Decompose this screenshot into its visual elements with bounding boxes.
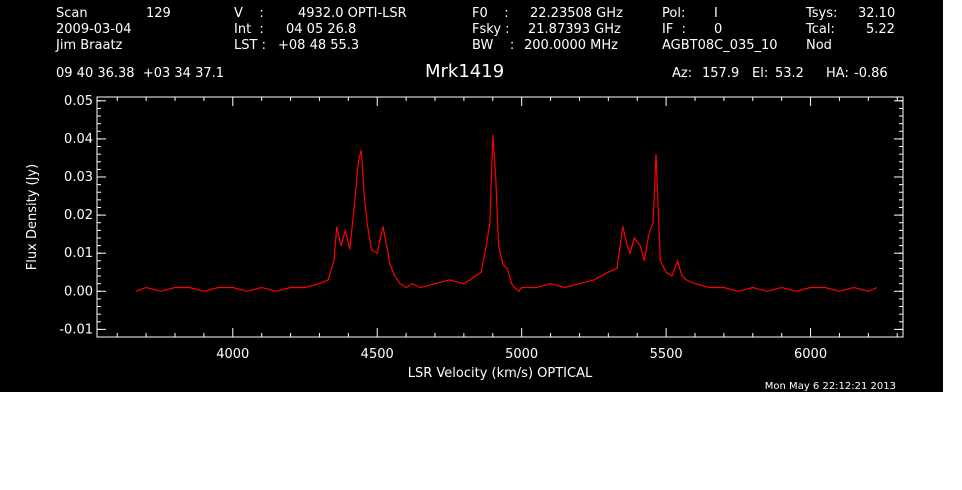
velocity-value: 4932.0 OPTI-LSR: [298, 6, 407, 21]
footer-timestamp: Mon May 6 22:12:21 2013: [765, 381, 896, 392]
source-coordinates: 09 40 36.38 +03 34 37.1: [56, 66, 225, 81]
tick-marks: [97, 97, 903, 337]
f0-value: 22.23508 GHz: [530, 6, 623, 21]
integration-label: Int :: [234, 22, 264, 37]
observation-date: 2009-03-04: [56, 22, 132, 37]
series-layer: [135, 135, 878, 293]
elevation-value: 53.2: [775, 66, 804, 81]
plot-panel: Scan 129 2009-03-04 Jim Braatz V : 4932.…: [0, 0, 943, 392]
plot-frame: [96, 96, 904, 338]
y-tick-label: 0.00: [64, 284, 93, 299]
y-tick-label: 0.01: [64, 246, 93, 261]
y-tick-labels: -0.01 0.00 0.01 0.02 0.03 0.04 0.05: [59, 94, 93, 338]
fsky-value: 21.87393 GHz: [528, 22, 621, 37]
azimuth-value: 157.9: [702, 66, 740, 81]
x-tick-label: 5500: [650, 347, 683, 362]
azimuth-label: Az:: [672, 66, 693, 81]
x-tick-label: 6000: [794, 347, 827, 362]
tsys-value: 32.10: [858, 6, 896, 21]
x-tick-label: 4500: [361, 347, 394, 362]
polarization-value: I: [714, 6, 718, 21]
y-tick-label: 0.02: [64, 208, 93, 223]
hour-angle-value: -0.86: [854, 66, 888, 81]
observer-name: Jim Braatz: [56, 38, 123, 53]
tcal-value: 5.22: [866, 22, 895, 37]
y-tick-label: 0.04: [64, 132, 93, 147]
y-axis-label: Flux Density (Jy): [25, 164, 40, 270]
elevation-label: El:: [752, 66, 769, 81]
project-id: AGBT08C_035_10: [662, 38, 778, 53]
if-value: 0: [714, 22, 723, 37]
scan-value: 129: [146, 6, 171, 21]
scan-label: Scan: [56, 6, 88, 21]
procedure-name: Nod: [806, 38, 832, 53]
tsys-label: Tsys:: [806, 6, 838, 21]
source-name: Mrk1419: [425, 61, 505, 82]
f0-label: F0 :: [472, 6, 509, 21]
if-label: IF :: [662, 22, 686, 37]
polarization-label: Pol:: [662, 6, 686, 21]
fsky-label: Fsky :: [472, 22, 510, 37]
y-tick-label: 0.03: [64, 170, 93, 185]
y-tick-label: 0.05: [64, 94, 93, 109]
x-tick-label: 5000: [505, 347, 538, 362]
spectrum-chart: -0.01 0.00 0.01 0.02 0.03 0.04 0.05 4000 4500 50…: [25, 94, 904, 392]
x-axis-label: LSR Velocity (km/s) OPTICAL: [408, 366, 593, 381]
lst-label: LST :: [234, 38, 266, 53]
x-tick-labels: 4000 4500 5000 5500 6000: [216, 347, 827, 362]
tcal-label: Tcal:: [806, 22, 835, 37]
y-tick-label: -0.01: [59, 322, 93, 337]
x-tick-label: 4000: [216, 347, 249, 362]
lst-value: +08 48 55.3: [278, 38, 360, 53]
series-line-0: [135, 135, 878, 293]
bandwidth-value: 200.0000 MHz: [524, 38, 618, 53]
hour-angle-label: HA:: [826, 66, 849, 81]
integration-value: 04 05 26.8: [286, 22, 357, 37]
velocity-label: V :: [234, 6, 264, 21]
bandwidth-label: BW :: [472, 38, 515, 53]
